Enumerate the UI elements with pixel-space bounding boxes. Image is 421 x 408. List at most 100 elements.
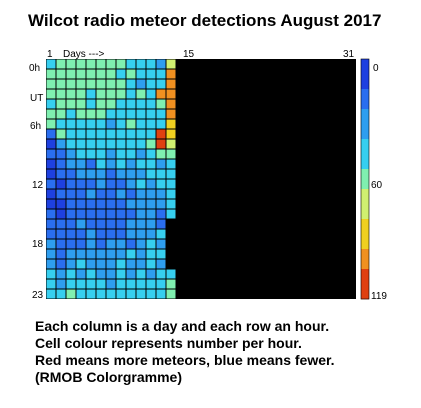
heatmap-cell xyxy=(106,209,116,219)
heatmap-cell xyxy=(116,199,126,209)
legend-swatch xyxy=(361,199,369,210)
heatmap-cell xyxy=(116,219,126,229)
heatmap-cell xyxy=(136,179,146,189)
heatmap-cell xyxy=(76,119,86,129)
heatmap-cell xyxy=(106,279,116,289)
heatmap-cell xyxy=(156,69,166,79)
heatmap-cell xyxy=(66,289,76,299)
heatmap-cell xyxy=(56,139,66,149)
heatmap-cell xyxy=(66,119,76,129)
heatmap-cell xyxy=(146,279,156,289)
heatmap-cell xyxy=(66,99,76,109)
legend-swatch xyxy=(361,139,369,150)
heatmap-cell xyxy=(126,129,136,139)
heatmap-cell xyxy=(166,89,176,99)
heatmap-cell xyxy=(136,89,146,99)
heatmap-cell xyxy=(86,279,96,289)
heatmap-cell xyxy=(56,79,66,89)
x-tick-31: 31 xyxy=(343,49,355,60)
y-tick-ut: UT xyxy=(30,93,44,104)
heatmap-cell xyxy=(126,289,136,299)
heatmap-cell xyxy=(116,259,126,269)
heatmap-cell xyxy=(106,249,116,259)
heatmap-cell xyxy=(136,259,146,269)
legend-swatch xyxy=(361,149,369,160)
heatmap-cell xyxy=(106,89,116,99)
heatmap-cell xyxy=(86,119,96,129)
heatmap-cell xyxy=(166,149,176,159)
heatmap-cell xyxy=(56,119,66,129)
heatmap-cell xyxy=(86,239,96,249)
heatmap-cell xyxy=(86,219,96,229)
heatmap-cell xyxy=(116,129,126,139)
heatmap-cell xyxy=(66,79,76,89)
heatmap-cell xyxy=(46,69,56,79)
heatmap-cell xyxy=(56,209,66,219)
heatmap-cell xyxy=(156,219,166,229)
heatmap-cell xyxy=(106,179,116,189)
heatmap-cell xyxy=(86,129,96,139)
heatmap-cell xyxy=(126,229,136,239)
heatmap-cell xyxy=(86,79,96,89)
heatmap-cell xyxy=(96,279,106,289)
heatmap-cell xyxy=(116,99,126,109)
heatmap-cell xyxy=(106,219,116,229)
heatmap-cell xyxy=(126,119,136,129)
heatmap-cell xyxy=(146,289,156,299)
heatmap-cell xyxy=(96,149,106,159)
heatmap-cell xyxy=(136,159,146,169)
heatmap-cell xyxy=(156,279,166,289)
legend-tick-mid: 60 xyxy=(371,180,383,191)
heatmap-cell xyxy=(116,79,126,89)
heatmap-cell xyxy=(126,109,136,119)
heatmap-cell xyxy=(66,209,76,219)
heatmap-cell xyxy=(86,289,96,299)
heatmap-cell xyxy=(146,189,156,199)
heatmap-cell xyxy=(46,169,56,179)
heatmap-cell xyxy=(46,99,56,109)
heatmap-cell xyxy=(116,159,126,169)
heatmap-cell xyxy=(66,59,76,69)
heatmap-cell xyxy=(86,189,96,199)
heatmap-cell xyxy=(146,219,156,229)
heatmap-cell xyxy=(66,249,76,259)
heatmap-cell xyxy=(156,289,166,299)
heatmap-cell xyxy=(76,109,86,119)
heatmap-cell xyxy=(106,269,116,279)
heatmap-cell xyxy=(126,169,136,179)
heatmap-cell xyxy=(66,129,76,139)
heatmap-cell xyxy=(46,249,56,259)
heatmap-cell xyxy=(56,259,66,269)
heatmap-cell xyxy=(136,109,146,119)
heatmap-cell xyxy=(166,139,176,149)
legend-swatch xyxy=(361,89,369,100)
heatmap-cells xyxy=(46,59,176,299)
heatmap-cell xyxy=(96,239,106,249)
heatmap-cell xyxy=(146,149,156,159)
heatmap-cell xyxy=(66,179,76,189)
heatmap-cell xyxy=(146,199,156,209)
heatmap-cell xyxy=(96,169,106,179)
heatmap-cell xyxy=(166,199,176,209)
heatmap-cell xyxy=(56,189,66,199)
heatmap-cell xyxy=(106,169,116,179)
heatmap-cell xyxy=(76,129,86,139)
heatmap-cell xyxy=(76,219,86,229)
heatmap-cell xyxy=(126,249,136,259)
legend-swatch xyxy=(361,189,369,200)
heatmap-cell xyxy=(146,259,156,269)
heatmap-cell xyxy=(96,79,106,89)
heatmap-cell xyxy=(56,249,66,259)
heatmap-cell xyxy=(76,179,86,189)
heatmap-cell xyxy=(56,59,66,69)
legend-swatch xyxy=(361,99,369,110)
heatmap-cell xyxy=(126,209,136,219)
heatmap-cell xyxy=(126,279,136,289)
heatmap-cell xyxy=(96,199,106,209)
y-tick-0h: 0h xyxy=(29,63,41,74)
heatmap-cell xyxy=(106,79,116,89)
heatmap-cell xyxy=(146,109,156,119)
heatmap-cell xyxy=(166,209,176,219)
heatmap-cell xyxy=(96,139,106,149)
heatmap-cell xyxy=(86,229,96,239)
